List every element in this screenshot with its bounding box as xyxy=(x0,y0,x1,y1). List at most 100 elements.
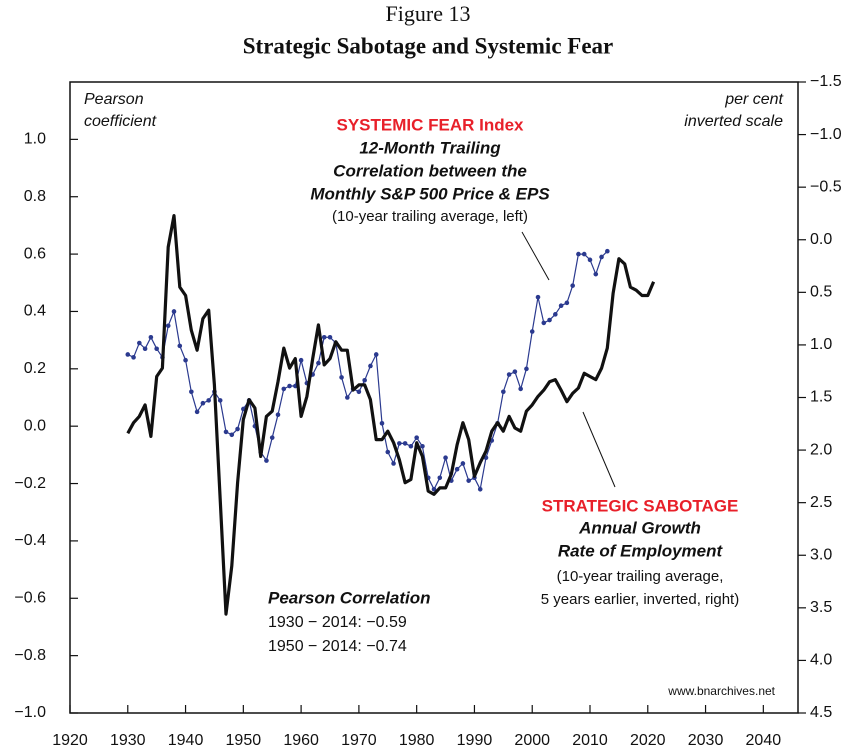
data-point xyxy=(605,248,610,254)
x-tick-label: 2000 xyxy=(514,732,550,749)
y2-tick-label: −1.0 xyxy=(810,126,842,143)
data-point xyxy=(269,435,275,440)
data-point xyxy=(576,251,581,257)
y-tick-label: −0.2 xyxy=(14,475,46,492)
annotation: Annual Growth xyxy=(578,518,701,537)
x-tick-label: 2020 xyxy=(630,732,666,749)
data-point xyxy=(420,443,425,449)
data-point xyxy=(518,386,523,392)
chart-title: Strategic Sabotage and Systemic Fear xyxy=(243,33,614,58)
y2-tick-label: 4.0 xyxy=(810,652,832,669)
data-point xyxy=(223,429,229,435)
data-point xyxy=(558,303,564,309)
leader-line xyxy=(521,231,550,281)
data-point xyxy=(177,343,183,349)
data-point xyxy=(264,458,269,463)
y-tick-label: 1.0 xyxy=(24,131,46,148)
data-point xyxy=(385,449,391,455)
data-point xyxy=(460,461,466,466)
data-point xyxy=(171,309,177,314)
x-tick-label: 1970 xyxy=(341,732,377,749)
data-point xyxy=(165,323,171,329)
annotation-title: STRATEGIC SABOTAGE xyxy=(542,496,739,515)
data-point xyxy=(414,435,419,440)
x-tick-label: 1960 xyxy=(283,732,319,749)
data-point xyxy=(356,389,362,395)
data-point xyxy=(443,455,448,461)
y2-tick-label: 0.5 xyxy=(810,284,832,301)
series-line xyxy=(126,214,656,616)
data-point xyxy=(564,300,570,306)
annotation: 1950 − 2014: −0.74 xyxy=(268,638,407,655)
x-tick-label: 1980 xyxy=(399,732,435,749)
y2-tick-label: 1.0 xyxy=(810,336,832,353)
annotation-title: Pearson Correlation xyxy=(268,588,431,607)
data-point xyxy=(437,475,443,481)
y2-axis-label: per cent xyxy=(724,91,783,108)
y-tick-label: 0.2 xyxy=(24,360,46,377)
data-point xyxy=(148,334,154,340)
y2-axis-label: inverted scale xyxy=(684,113,783,130)
data-point xyxy=(541,320,547,326)
data-point xyxy=(281,386,287,392)
y-tick-label: 0.8 xyxy=(24,188,46,205)
data-point xyxy=(454,466,460,472)
data-point xyxy=(298,357,304,363)
annotation: Correlation between the xyxy=(333,161,527,180)
x-tick-label: 2040 xyxy=(746,732,782,749)
data-point xyxy=(599,254,604,260)
data-point xyxy=(391,461,396,466)
x-tick-label: 2030 xyxy=(688,732,724,749)
data-point xyxy=(183,357,188,363)
data-point xyxy=(235,426,240,432)
annotation-title: SYSTEMIC FEAR Index xyxy=(336,115,524,134)
annotation: 1930 − 2014: −0.59 xyxy=(268,614,407,631)
data-point xyxy=(142,346,148,352)
data-point xyxy=(327,334,333,340)
data-point xyxy=(379,421,385,426)
x-tick-label: 1990 xyxy=(457,732,493,749)
data-point xyxy=(506,372,512,377)
y-tick-label: −0.4 xyxy=(14,532,46,549)
data-point xyxy=(345,395,350,400)
data-point xyxy=(373,352,379,357)
data-point xyxy=(529,329,535,334)
data-point xyxy=(593,271,599,277)
data-point xyxy=(194,409,200,415)
annotation-note: 5 years earlier, inverted, right) xyxy=(541,591,739,608)
data-point xyxy=(477,486,483,492)
data-point xyxy=(570,283,575,288)
data-point xyxy=(512,369,518,374)
y2-tick-label: 3.5 xyxy=(810,599,832,616)
y2-tick-label: 3.0 xyxy=(810,546,832,563)
data-point xyxy=(524,366,529,372)
data-point xyxy=(535,294,541,300)
data-point xyxy=(501,389,506,395)
data-point xyxy=(125,352,131,357)
data-point xyxy=(321,334,327,340)
annotation-note: (10-year trailing average, left) xyxy=(332,208,528,225)
y-tick-label: −0.8 xyxy=(14,647,46,664)
x-tick-label: 1930 xyxy=(110,732,146,749)
data-point xyxy=(547,317,552,323)
x-tick-label: 1920 xyxy=(52,732,88,749)
data-point xyxy=(275,412,281,418)
y2-tick-label: 2.5 xyxy=(810,494,832,511)
data-point xyxy=(217,398,223,403)
y-tick-label: 0.4 xyxy=(24,303,46,320)
x-tick-label: 1950 xyxy=(226,732,262,749)
annotation: Monthly S&P 500 Price & EPS xyxy=(310,184,550,203)
y-axis-label: coefficient xyxy=(84,113,157,130)
annotation: Rate of Employment xyxy=(558,541,724,560)
data-point xyxy=(131,355,136,360)
data-point xyxy=(397,441,402,446)
y2-tick-label: −1.5 xyxy=(810,73,842,90)
y-tick-label: 0.6 xyxy=(24,245,46,262)
data-point xyxy=(200,400,206,406)
x-tick-label: 2010 xyxy=(572,732,608,749)
source: www.bnarchives.net xyxy=(667,684,775,698)
annotation-note: (10-year trailing average, xyxy=(557,568,724,585)
data-point xyxy=(316,360,321,366)
y-axis-label: Pearson xyxy=(84,91,144,108)
